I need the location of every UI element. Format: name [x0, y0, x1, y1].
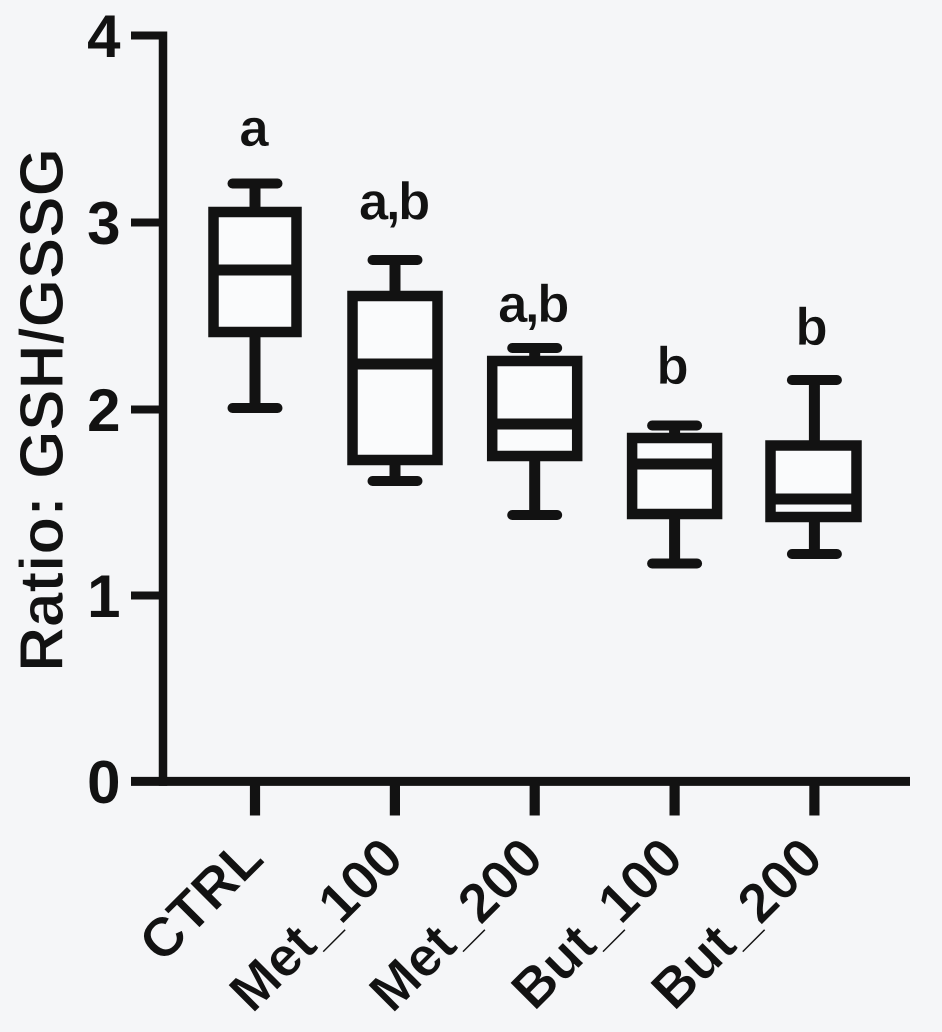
svg-text:a,b: a,b — [359, 173, 429, 232]
svg-text:Ratio: GSH/GSSG: Ratio: GSH/GSSG — [8, 148, 77, 672]
svg-text:1: 1 — [87, 563, 120, 630]
svg-text:3: 3 — [87, 190, 120, 257]
svg-text:b: b — [656, 337, 688, 396]
svg-text:a,b: a,b — [498, 275, 568, 334]
svg-text:0: 0 — [87, 749, 120, 816]
svg-text:a: a — [239, 99, 269, 158]
svg-text:b: b — [795, 298, 827, 357]
svg-text:2: 2 — [87, 377, 120, 444]
svg-text:4: 4 — [87, 3, 121, 70]
